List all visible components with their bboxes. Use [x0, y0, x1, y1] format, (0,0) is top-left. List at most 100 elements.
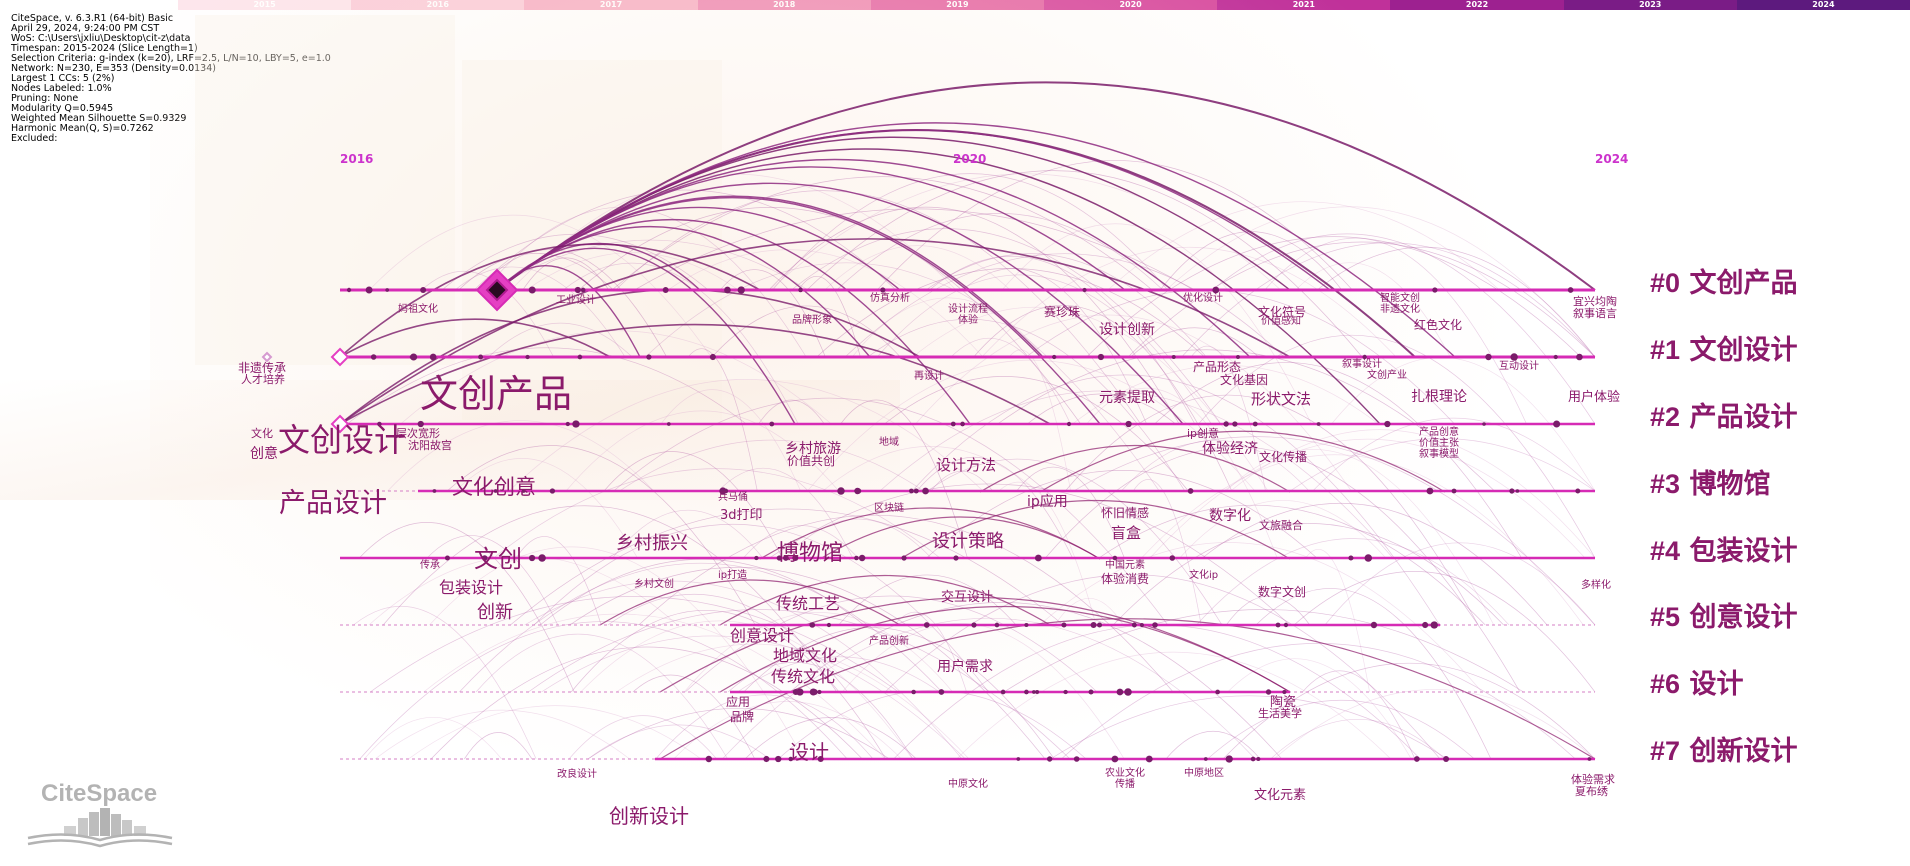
keyword-label[interactable]: 包装设计 — [439, 578, 504, 597]
keyword-label[interactable]: 设计策略 — [932, 531, 1004, 552]
keyword-label[interactable]: 品牌形象 — [792, 315, 832, 326]
keyword-label[interactable]: 地域文化 — [773, 646, 838, 665]
keyword-label[interactable]: 创新 — [477, 602, 513, 623]
cluster-label[interactable]: #1 文创设计 — [1650, 328, 1797, 367]
keyword-label[interactable]: 地域 — [879, 437, 899, 448]
keyword-label[interactable]: 盲盒 — [1111, 524, 1142, 542]
keyword-label[interactable]: 文化基因 — [1220, 373, 1269, 387]
keyword-label[interactable]: 妈祖文化 — [398, 304, 438, 315]
keyword-label[interactable]: 价值感知 — [1261, 316, 1301, 327]
keyword-label[interactable]: 陶瓷 — [1270, 695, 1297, 710]
keyword-label[interactable]: 叙事模型 — [1419, 449, 1459, 460]
keyword-label[interactable]: 扎根理论 — [1411, 389, 1467, 405]
cluster-label[interactable]: #6 设计 — [1650, 662, 1743, 701]
keyword-label[interactable]: ip打造 — [718, 570, 748, 581]
keyword-label[interactable]: 文旅融合 — [1259, 519, 1303, 532]
keyword-label[interactable]: 中国元素 — [1105, 560, 1145, 571]
keyword-label[interactable]: 传播 — [1115, 779, 1135, 790]
keyword-label[interactable]: 用户需求 — [937, 659, 993, 675]
keyword-label[interactable]: 乡村文创 — [634, 579, 674, 590]
cluster-label[interactable]: #7 创新设计 — [1650, 729, 1797, 768]
cluster-label[interactable]: #3 博物馆 — [1650, 462, 1770, 501]
cluster-label[interactable]: #2 产品设计 — [1650, 395, 1797, 434]
keyword-label[interactable]: 产品形态 — [1193, 360, 1242, 374]
keyword-label[interactable]: 产品创意 — [1419, 427, 1459, 438]
keyword-label[interactable]: 文创设计 — [278, 421, 407, 459]
citation-arc — [638, 514, 1174, 693]
keyword-label[interactable]: 传承 — [420, 560, 440, 571]
cluster-number: #1 — [1650, 335, 1681, 365]
keyword-label[interactable]: 创新设计 — [609, 804, 689, 828]
keyword-label[interactable]: 区块链 — [874, 503, 904, 514]
keyword-label[interactable]: 人才培养 — [241, 373, 285, 386]
cluster-label[interactable]: #0 文创产品 — [1650, 261, 1797, 300]
keyword-label[interactable]: 智能文创 — [1380, 293, 1420, 304]
keyword-label[interactable]: 非遗传承 — [238, 361, 287, 375]
keyword-label[interactable]: 文化符号 — [1258, 305, 1307, 319]
keyword-label[interactable]: 红色文化 — [1414, 318, 1463, 332]
keyword-label[interactable]: 非遗文化 — [1380, 304, 1420, 315]
keyword-label[interactable]: 乡村旅游 — [785, 441, 841, 457]
keyword-label[interactable]: 叙事语言 — [1573, 307, 1617, 320]
keyword-label[interactable]: 数字化 — [1209, 508, 1251, 524]
keyword-label[interactable]: 创意 — [250, 446, 278, 462]
keyword-label[interactable]: 体验 — [958, 315, 978, 326]
keyword-label[interactable]: 宜兴均陶 — [1573, 295, 1617, 308]
keyword-label[interactable]: ip创意 — [1187, 427, 1220, 440]
keyword-label[interactable]: 层次宽形 — [396, 427, 440, 440]
keyword-label[interactable]: 交互设计 — [941, 590, 994, 605]
keyword-label[interactable]: 兵马俑 — [718, 492, 748, 503]
keyword-label[interactable]: 数字文创 — [1258, 585, 1307, 599]
keyword-label[interactable]: 设计 — [789, 740, 829, 764]
cluster-label[interactable]: #5 创意设计 — [1650, 595, 1797, 634]
keyword-label[interactable]: 再设计 — [914, 371, 944, 382]
keyword-label[interactable]: 中原文化 — [948, 779, 988, 790]
keyword-label[interactable]: 工业设计 — [556, 295, 596, 306]
keyword-label[interactable]: 沈阳故宫 — [408, 439, 452, 452]
keyword-label[interactable]: 文化 — [251, 427, 273, 440]
keyword-label[interactable]: 文化ip — [1189, 570, 1219, 581]
keyword-label[interactable]: 品牌 — [730, 710, 755, 724]
keyword-label[interactable]: 形状文法 — [1251, 390, 1312, 408]
keyword-label[interactable]: 体验经济 — [1202, 441, 1258, 457]
citation-arc — [339, 243, 761, 358]
keyword-label[interactable]: 叙事设计 — [1342, 359, 1382, 370]
keyword-label[interactable]: 仿真分析 — [870, 293, 910, 304]
keyword-label[interactable]: 体验消费 — [1101, 572, 1150, 586]
keyword-label[interactable]: 怀旧情感 — [1101, 506, 1150, 520]
keyword-label[interactable]: 3d打印 — [720, 508, 763, 523]
keyword-label[interactable]: 价值主张 — [1419, 438, 1459, 449]
keyword-label[interactable]: 创意设计 — [730, 626, 795, 645]
keyword-label[interactable]: 元素提取 — [1099, 390, 1155, 406]
keyword-label[interactable]: 改良设计 — [557, 769, 597, 780]
keyword-label[interactable]: 文创 — [474, 545, 522, 573]
keyword-label[interactable]: 价值共创 — [787, 454, 836, 468]
keyword-label[interactable]: 多样化 — [1581, 580, 1611, 591]
keyword-label[interactable]: 赛珍珠 — [1044, 305, 1081, 319]
keyword-label[interactable]: 生活美学 — [1258, 707, 1302, 720]
keyword-label[interactable]: 文化元素 — [1254, 788, 1307, 803]
keyword-label[interactable]: 传统工艺 — [776, 594, 841, 613]
keyword-label[interactable]: 应用 — [726, 695, 751, 709]
keyword-label[interactable]: 夏布绣 — [1575, 785, 1608, 798]
keyword-label[interactable]: 中原地区 — [1184, 768, 1224, 779]
keyword-label[interactable]: ip应用 — [1027, 494, 1068, 510]
keyword-label[interactable]: 产品设计 — [279, 488, 387, 519]
keyword-label[interactable]: 文化创意 — [452, 475, 536, 499]
keyword-label[interactable]: 设计创新 — [1099, 322, 1155, 338]
keyword-label[interactable]: 体验需求 — [1571, 773, 1615, 786]
cluster-label[interactable]: #4 包装设计 — [1650, 529, 1797, 568]
keyword-label[interactable]: 乡村振兴 — [616, 533, 688, 554]
keyword-label[interactable]: 产品创新 — [869, 636, 909, 647]
keyword-label[interactable]: 文创产品 — [420, 372, 573, 416]
keyword-label[interactable]: 文创产业 — [1367, 370, 1407, 381]
keyword-label[interactable]: 设计流程 — [948, 304, 988, 315]
keyword-label[interactable]: 设计方法 — [936, 456, 997, 474]
keyword-label[interactable]: 优化设计 — [1183, 293, 1223, 304]
keyword-label[interactable]: 传统文化 — [771, 667, 836, 686]
keyword-label[interactable]: 用户体验 — [1568, 390, 1621, 405]
keyword-label[interactable]: 互动设计 — [1499, 361, 1539, 372]
keyword-label[interactable]: 文化传播 — [1259, 450, 1308, 464]
keyword-label[interactable]: 博物馆 — [777, 541, 844, 566]
keyword-label[interactable]: 农业文化 — [1105, 768, 1145, 779]
